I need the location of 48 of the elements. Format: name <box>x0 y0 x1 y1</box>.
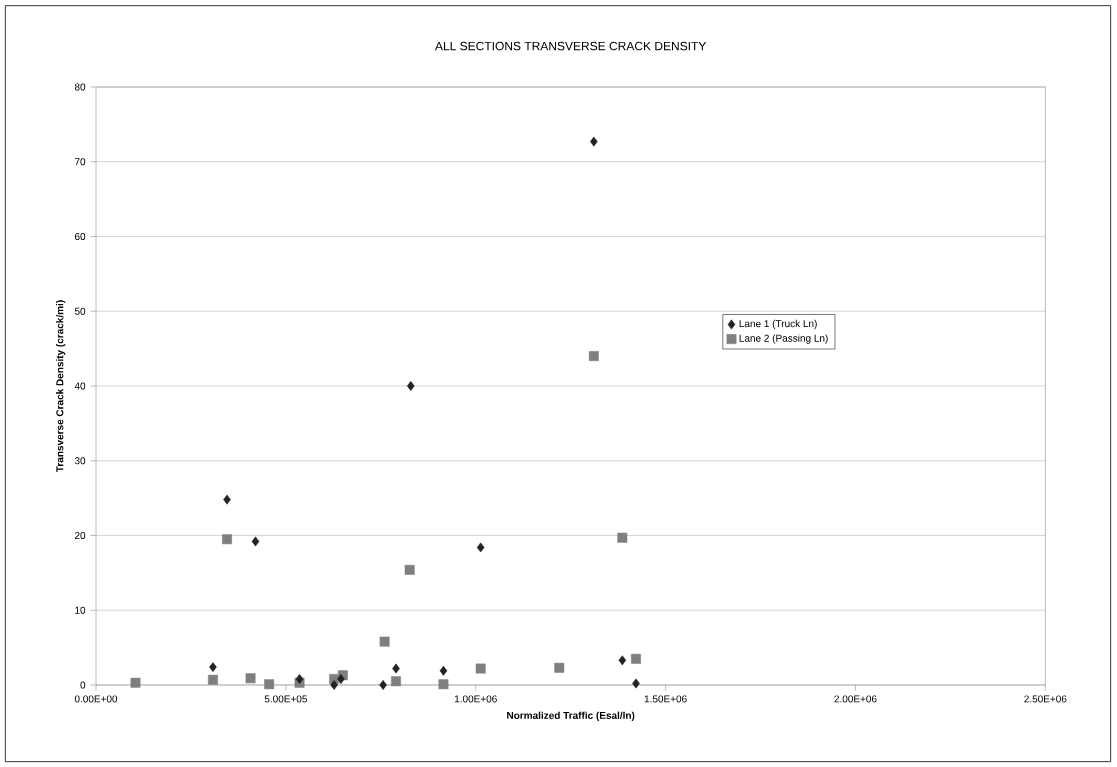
point <box>590 136 598 147</box>
point <box>391 676 401 687</box>
x-tick-label: 5.00E+05 <box>264 695 307 703</box>
x-axis-title: Normalized Traffic (Esal/ln) <box>507 711 635 721</box>
point <box>223 494 231 505</box>
point <box>295 674 304 684</box>
legend-label: Lane 2 (Passing Ln) <box>739 334 828 344</box>
point <box>209 662 217 672</box>
x-tick-label: 2.50E+06 <box>1024 695 1067 703</box>
point <box>588 351 599 362</box>
point <box>617 532 628 543</box>
y-tick-label: 0 <box>80 681 86 689</box>
x-tick-label: 0.00E+00 <box>74 695 118 703</box>
y-tick-label: 20 <box>74 531 86 540</box>
chart-title: ALL SECTIONS TRANSVERSE CRACK DENSITY <box>435 41 707 51</box>
point <box>632 678 640 689</box>
point <box>245 673 256 684</box>
x-tick-label: 2.00E+06 <box>834 695 877 703</box>
point <box>439 665 448 676</box>
point <box>554 662 565 673</box>
point <box>438 679 449 690</box>
point <box>251 536 260 547</box>
y-tick-label: 10 <box>75 606 86 614</box>
y-axis-title: Transverse Crack Density (crack/mi) <box>56 300 66 473</box>
point <box>379 680 387 690</box>
x-tick-label: 1.50E+06 <box>644 695 687 703</box>
y-tick-label: 80 <box>74 83 86 91</box>
point <box>631 653 641 664</box>
point <box>337 674 345 684</box>
y-tick-label: 50 <box>74 307 86 315</box>
point <box>264 679 275 690</box>
x-tick-label: 1.00E+06 <box>454 695 497 703</box>
point <box>130 677 141 688</box>
point <box>208 674 218 685</box>
point <box>476 542 485 553</box>
point <box>475 663 486 674</box>
y-tick-label: 40 <box>74 382 86 390</box>
point <box>618 655 627 666</box>
point <box>404 564 415 575</box>
point <box>392 663 400 674</box>
point <box>222 534 232 545</box>
y-tick-label: 60 <box>74 232 86 241</box>
y-tick-label: 30 <box>74 457 86 465</box>
legend-label: Lane 1 (Truck Ln) <box>739 319 817 330</box>
point <box>407 381 415 391</box>
y-tick-label: 70 <box>75 158 86 166</box>
point <box>330 680 338 690</box>
point <box>379 636 390 647</box>
